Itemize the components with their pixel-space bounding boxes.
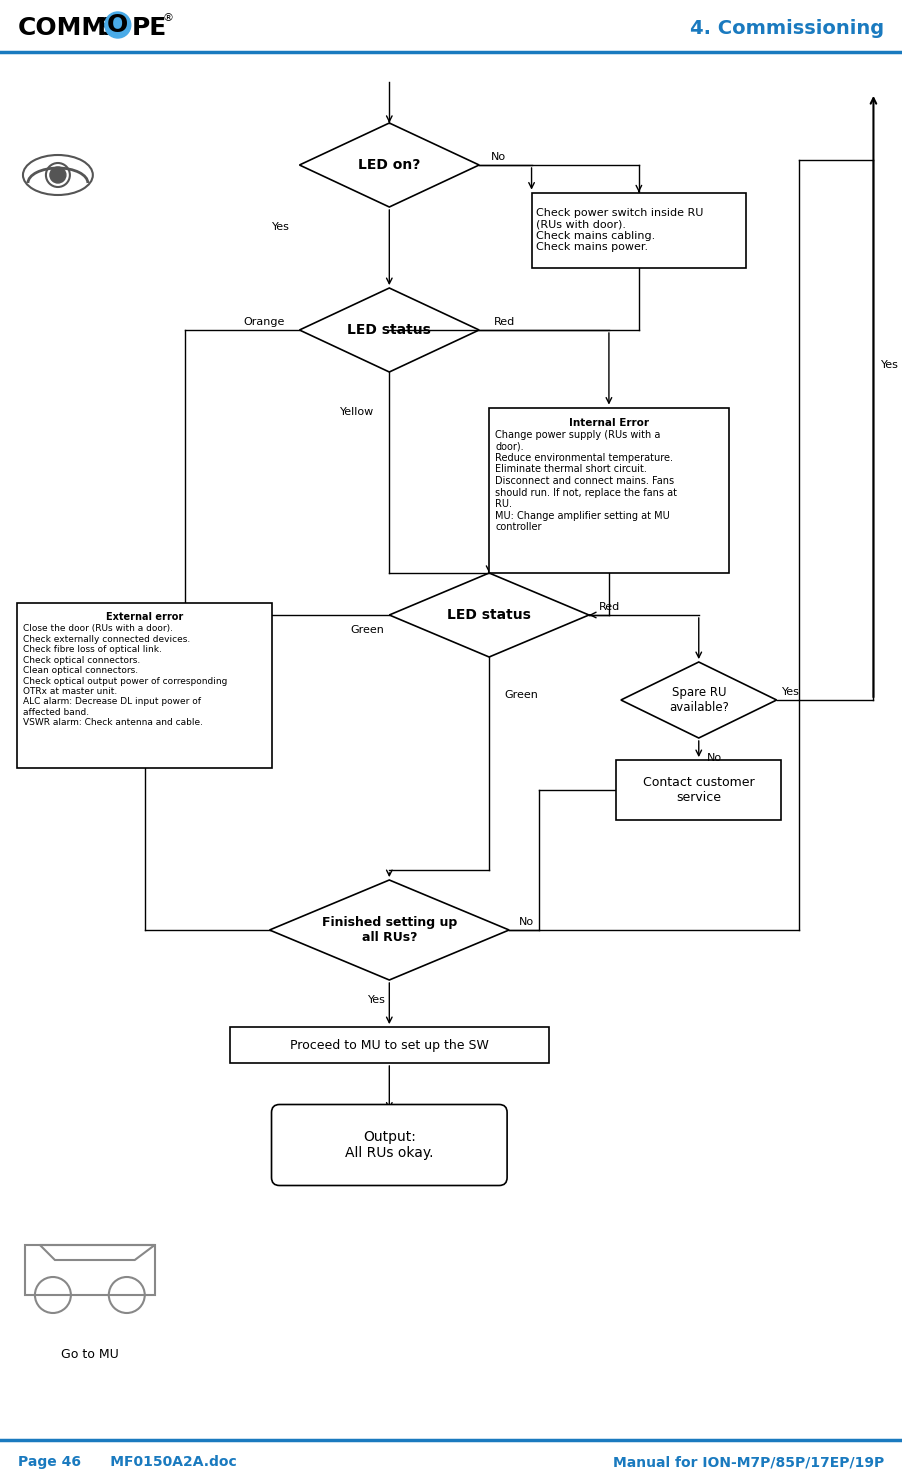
Text: ®: ® xyxy=(163,13,173,24)
Text: Change power supply (RUs with a
door).
Reduce environmental temperature.
Elimina: Change power supply (RUs with a door). R… xyxy=(495,430,676,532)
Text: Green: Green xyxy=(350,625,384,634)
Text: Go to MU: Go to MU xyxy=(61,1349,118,1362)
Text: Yellow: Yellow xyxy=(340,408,374,416)
Text: 4. Commissioning: 4. Commissioning xyxy=(690,18,883,37)
FancyBboxPatch shape xyxy=(489,408,728,572)
Text: No: No xyxy=(518,917,534,928)
FancyBboxPatch shape xyxy=(229,1027,548,1063)
Text: Green: Green xyxy=(504,691,537,700)
FancyBboxPatch shape xyxy=(531,193,745,267)
FancyBboxPatch shape xyxy=(271,1104,507,1186)
Text: PE: PE xyxy=(132,16,167,40)
Text: Spare RU
available?: Spare RU available? xyxy=(668,686,728,714)
Text: No: No xyxy=(706,753,721,763)
Text: O: O xyxy=(107,13,128,37)
Text: LED status: LED status xyxy=(347,323,431,336)
Circle shape xyxy=(105,12,131,39)
Text: Close the door (RUs with a door).
Check externally connected devices.
Check fibr: Close the door (RUs with a door). Check … xyxy=(23,624,228,728)
Text: Orange: Orange xyxy=(243,317,284,328)
Text: Proceed to MU to set up the SW: Proceed to MU to set up the SW xyxy=(290,1039,489,1052)
Text: S: S xyxy=(97,16,115,40)
Text: No: No xyxy=(490,153,506,162)
Text: Yes: Yes xyxy=(781,688,798,697)
Text: Finished setting up
all RUs?: Finished setting up all RUs? xyxy=(321,916,456,944)
Text: Yes: Yes xyxy=(368,994,386,1005)
Text: LED on?: LED on? xyxy=(358,159,420,172)
Text: LED status: LED status xyxy=(447,608,530,622)
Text: Output:
All RUs okay.: Output: All RUs okay. xyxy=(345,1129,433,1160)
Text: Contact customer
service: Contact customer service xyxy=(642,777,754,805)
Text: Manual for ION-M7P/85P/17EP/19P: Manual for ION-M7P/85P/17EP/19P xyxy=(612,1455,883,1469)
Text: External error: External error xyxy=(106,612,183,622)
Text: Red: Red xyxy=(494,317,515,328)
FancyBboxPatch shape xyxy=(17,603,272,768)
Text: Check power switch inside RU
(RUs with door).
Check mains cabling.
Check mains p: Check power switch inside RU (RUs with d… xyxy=(535,207,703,252)
Text: COMM: COMM xyxy=(18,16,107,40)
Text: Yes: Yes xyxy=(271,222,289,233)
Text: Page 46      MF0150A2A.doc: Page 46 MF0150A2A.doc xyxy=(18,1455,237,1469)
Circle shape xyxy=(50,167,66,182)
Text: Yes: Yes xyxy=(880,360,898,370)
FancyBboxPatch shape xyxy=(616,760,780,820)
Text: Internal Error: Internal Error xyxy=(568,418,648,427)
Text: Red: Red xyxy=(599,602,619,612)
